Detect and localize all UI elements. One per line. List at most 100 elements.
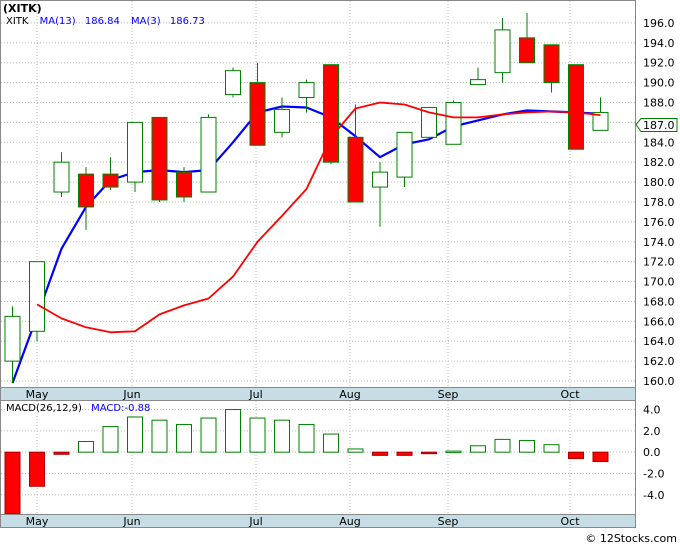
candle-body xyxy=(176,171,192,198)
price-y-tick-label: 172.0 xyxy=(643,256,675,269)
macd-bar xyxy=(323,433,339,453)
date-label: Jul xyxy=(248,388,262,401)
candle-body xyxy=(4,315,21,362)
legend-ma13-value: 186.84 xyxy=(85,16,120,27)
macd-bar xyxy=(274,419,290,453)
ma3-layer xyxy=(36,101,601,334)
price-y-tick-label: 176.0 xyxy=(643,216,675,229)
legend-ma3-label: MA(3) xyxy=(131,16,161,27)
macd-bar xyxy=(127,416,143,453)
legend-ma13-label: MA(13) xyxy=(40,16,76,27)
macd-bar xyxy=(78,441,94,453)
macd-bar xyxy=(102,426,119,453)
date-label: Sep xyxy=(438,388,459,401)
macd-y-tick-label: 4.0 xyxy=(643,404,661,417)
candle-body xyxy=(445,102,462,145)
last-price-marker: 187.0 xyxy=(635,118,678,132)
date-label: May xyxy=(26,515,49,528)
date-label: Sep xyxy=(438,515,459,528)
macd-bar xyxy=(298,423,315,453)
macd-bar xyxy=(249,417,266,453)
macd-y-tick-label: 0.0 xyxy=(643,446,661,459)
price-y-tick-label: 184.0 xyxy=(643,136,675,149)
date-label: Oct xyxy=(560,388,580,401)
macd-bar xyxy=(4,451,21,515)
candle-body xyxy=(249,82,266,146)
macd-y-axis: 4.0 2.0 0.0 -2.0 -4.0 xyxy=(643,404,664,502)
date-label: Aug xyxy=(339,515,360,528)
macd-y-tick-label: 2.0 xyxy=(643,425,661,438)
price-y-tick-label: 196.0 xyxy=(643,17,675,30)
price-y-tick-label: 166.0 xyxy=(643,315,675,328)
price-y-tick-label: 170.0 xyxy=(643,276,675,289)
legend-symbol: XITK xyxy=(6,16,29,27)
price-y-tick-label: 194.0 xyxy=(643,37,675,50)
date-labels-bottom: May Jun Jul Aug Sep Oct xyxy=(26,515,581,528)
macd-bar xyxy=(396,451,413,456)
macd-bar xyxy=(519,439,535,453)
macd-value: MACD:-0.88 xyxy=(91,403,150,414)
candle-body xyxy=(470,79,486,86)
macd-bar xyxy=(445,450,462,454)
candle-body xyxy=(53,161,70,193)
candle-body xyxy=(494,29,511,74)
macd-y-tick-label: -2.0 xyxy=(643,467,664,480)
macd-panel xyxy=(0,400,636,515)
macd-bars-layer xyxy=(4,409,609,515)
candle-body xyxy=(78,173,94,208)
price-y-tick-label: 188.0 xyxy=(643,97,675,110)
legend-ma3-value: 186.73 xyxy=(170,16,205,27)
candles-layer xyxy=(4,12,609,384)
price-y-tick-label: 178.0 xyxy=(643,196,675,209)
date-labels-top: May Jun Jul Aug Sep Oct xyxy=(26,388,581,401)
macd-bar xyxy=(568,451,584,460)
candle-body xyxy=(29,261,45,332)
price-panel xyxy=(0,0,636,388)
price-y-tick-label: 174.0 xyxy=(643,236,675,249)
candle-body xyxy=(225,70,241,96)
price-y-tick-label: 168.0 xyxy=(643,295,675,308)
date-bar-top xyxy=(0,387,636,401)
price-y-tick-label: 180.0 xyxy=(643,176,675,189)
macd-bar xyxy=(494,438,511,453)
macd-bar xyxy=(225,409,241,453)
macd-bar xyxy=(421,451,437,455)
date-label: May xyxy=(26,388,49,401)
candle-body xyxy=(298,82,315,99)
date-label: Jun xyxy=(122,388,140,401)
candle-body xyxy=(347,136,364,203)
macd-bar xyxy=(53,451,70,455)
candle-body xyxy=(127,121,143,183)
macd-bar xyxy=(372,451,388,456)
candle-body xyxy=(421,106,437,138)
macd-params: MACD(26,12,9) xyxy=(6,403,82,414)
price-y-tick-label: 190.0 xyxy=(643,77,675,90)
price-y-tick-label: 192.0 xyxy=(643,57,675,70)
date-label: Aug xyxy=(339,388,360,401)
price-y-tick-label: 182.0 xyxy=(643,156,675,169)
date-label: Jul xyxy=(248,515,262,528)
candle-body xyxy=(274,108,290,133)
candle-body xyxy=(323,64,339,163)
macd-y-tick-label: -4.0 xyxy=(643,489,664,502)
date-label: Oct xyxy=(560,515,580,528)
macd-bar xyxy=(176,423,192,453)
macd-bar xyxy=(347,448,364,453)
macd-bar xyxy=(592,451,609,463)
macd-bar xyxy=(151,419,168,453)
macd-bar xyxy=(29,451,45,487)
last-price-label: 187.0 xyxy=(643,119,675,132)
price-y-axis: 160.0 162.0 164.0 166.0 168.0 170.0 172.0 174.0… xyxy=(643,17,675,388)
price-y-tick-label: 162.0 xyxy=(643,355,675,368)
candle-body xyxy=(102,173,119,188)
macd-legend: MACD(26,12,9) MACD:-0.88 xyxy=(6,403,150,414)
price-y-tick-label: 164.0 xyxy=(643,335,675,348)
macd-bar xyxy=(470,445,486,453)
candle-body xyxy=(372,171,388,188)
candle-body xyxy=(519,37,535,64)
price-y-tick-label: 160.0 xyxy=(643,375,675,388)
macd-bar xyxy=(543,444,560,453)
candle-body xyxy=(200,116,217,193)
candle-body xyxy=(568,64,584,150)
